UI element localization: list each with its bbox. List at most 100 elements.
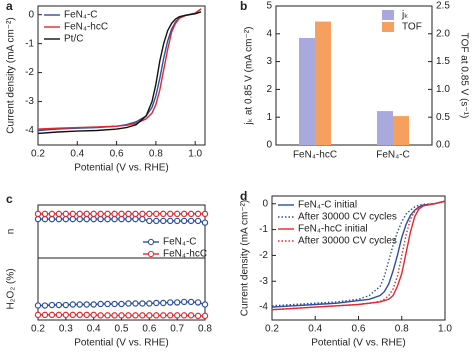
marker xyxy=(118,215,125,223)
marker xyxy=(111,210,118,218)
marker xyxy=(90,215,97,223)
marker xyxy=(34,210,42,218)
legend-label: TOF xyxy=(402,22,422,33)
marker xyxy=(201,210,209,218)
x-tick-label: 0.6 xyxy=(110,149,124,160)
x-tick-label: 0.8 xyxy=(395,324,409,335)
marker xyxy=(118,300,125,308)
y2-tick-label: 0.0 xyxy=(436,140,450,151)
bar xyxy=(377,111,393,145)
x-tick-label: 0.5 xyxy=(115,324,129,335)
marker xyxy=(160,299,167,307)
marker xyxy=(194,299,202,306)
x-tick-label: 0.8 xyxy=(198,324,212,335)
marker xyxy=(76,210,83,218)
marker xyxy=(187,312,195,319)
x-tick-label: 0.4 xyxy=(70,149,84,160)
y-tick-label: -1 xyxy=(259,224,268,235)
panel-label: a xyxy=(6,0,13,13)
marker xyxy=(55,215,63,223)
marker xyxy=(160,210,167,218)
marker xyxy=(34,311,42,319)
series-line xyxy=(37,8,202,130)
marker xyxy=(194,217,202,225)
marker xyxy=(139,312,146,319)
marker xyxy=(97,215,104,223)
marker xyxy=(104,215,111,223)
marker xyxy=(104,300,111,308)
y-tick-label: -1 xyxy=(25,38,34,49)
marker xyxy=(180,217,188,225)
marker xyxy=(173,210,181,218)
marker xyxy=(180,312,188,319)
legend-label: After 30000 CV cycles xyxy=(298,212,397,223)
marker xyxy=(180,210,188,218)
marker xyxy=(55,311,63,319)
y-tick-label: -3 xyxy=(259,276,268,287)
x-tick-label: 0.3 xyxy=(59,324,73,335)
marker xyxy=(132,300,139,307)
marker xyxy=(41,215,49,223)
marker xyxy=(160,217,167,225)
marker xyxy=(201,219,209,226)
marker xyxy=(146,312,153,319)
x-tick-label: 1.0 xyxy=(438,324,452,335)
y-tick-label: 0 xyxy=(266,140,272,151)
x-tick-label: 0.2 xyxy=(265,324,279,335)
marker xyxy=(187,298,195,306)
marker xyxy=(153,299,160,307)
marker xyxy=(83,311,90,319)
x-tick-label: 0.2 xyxy=(31,149,45,160)
marker xyxy=(132,215,139,223)
marker xyxy=(173,217,181,225)
marker xyxy=(69,311,76,319)
marker xyxy=(201,301,209,308)
y-tick-label: -2 xyxy=(259,250,268,261)
x-tick-label: FeN₄-hcC xyxy=(293,150,337,161)
marker xyxy=(83,301,90,308)
plot-frame xyxy=(37,257,206,321)
marker xyxy=(104,210,111,218)
x-tick-label: FeN₄-C xyxy=(376,150,410,161)
marker xyxy=(153,312,160,319)
marker xyxy=(125,312,132,319)
y2-tick-label: 0.5 xyxy=(436,112,450,123)
marker xyxy=(48,311,56,319)
marker xyxy=(97,210,104,218)
marker xyxy=(69,215,76,223)
marker xyxy=(194,210,202,218)
x-axis-label: Potential (V vs. RHE) xyxy=(311,338,405,349)
marker xyxy=(48,301,56,309)
marker xyxy=(62,301,70,309)
bar xyxy=(299,37,315,145)
x-tick-label: 0.8 xyxy=(149,149,163,160)
marker xyxy=(111,215,118,223)
legend-label: FeN₄-C initial xyxy=(298,200,357,211)
marker xyxy=(125,300,132,307)
legend-label: FeN₄-hcC xyxy=(64,22,108,33)
marker xyxy=(41,210,49,218)
marker xyxy=(76,311,83,319)
marker xyxy=(76,215,83,223)
legend-label: jₖ xyxy=(401,10,408,21)
y2-axis-label: TOF at 0.85 V (s⁻¹) xyxy=(458,33,469,119)
marker xyxy=(153,210,160,218)
y-axis-label: H₂O₂ (%) xyxy=(6,268,17,309)
x-tick-label: 0.2 xyxy=(31,324,45,335)
panel-label: b xyxy=(240,0,247,13)
plot-frame xyxy=(275,5,433,146)
series-line xyxy=(271,200,446,311)
x-axis-label: Potential (V vs. RHE) xyxy=(74,338,168,349)
marker xyxy=(153,217,160,225)
legend-label: FeN₄-hcC initial xyxy=(298,224,368,235)
marker xyxy=(41,302,49,309)
x-tick-label: 0.7 xyxy=(170,324,184,335)
marker xyxy=(104,312,111,319)
marker xyxy=(34,215,42,223)
marker xyxy=(201,312,209,320)
legend-swatch xyxy=(382,22,394,32)
y-axis-label: Current density (mA cm⁻²) xyxy=(240,200,251,316)
marker xyxy=(48,215,56,223)
series-line xyxy=(271,200,446,311)
marker xyxy=(194,312,202,320)
